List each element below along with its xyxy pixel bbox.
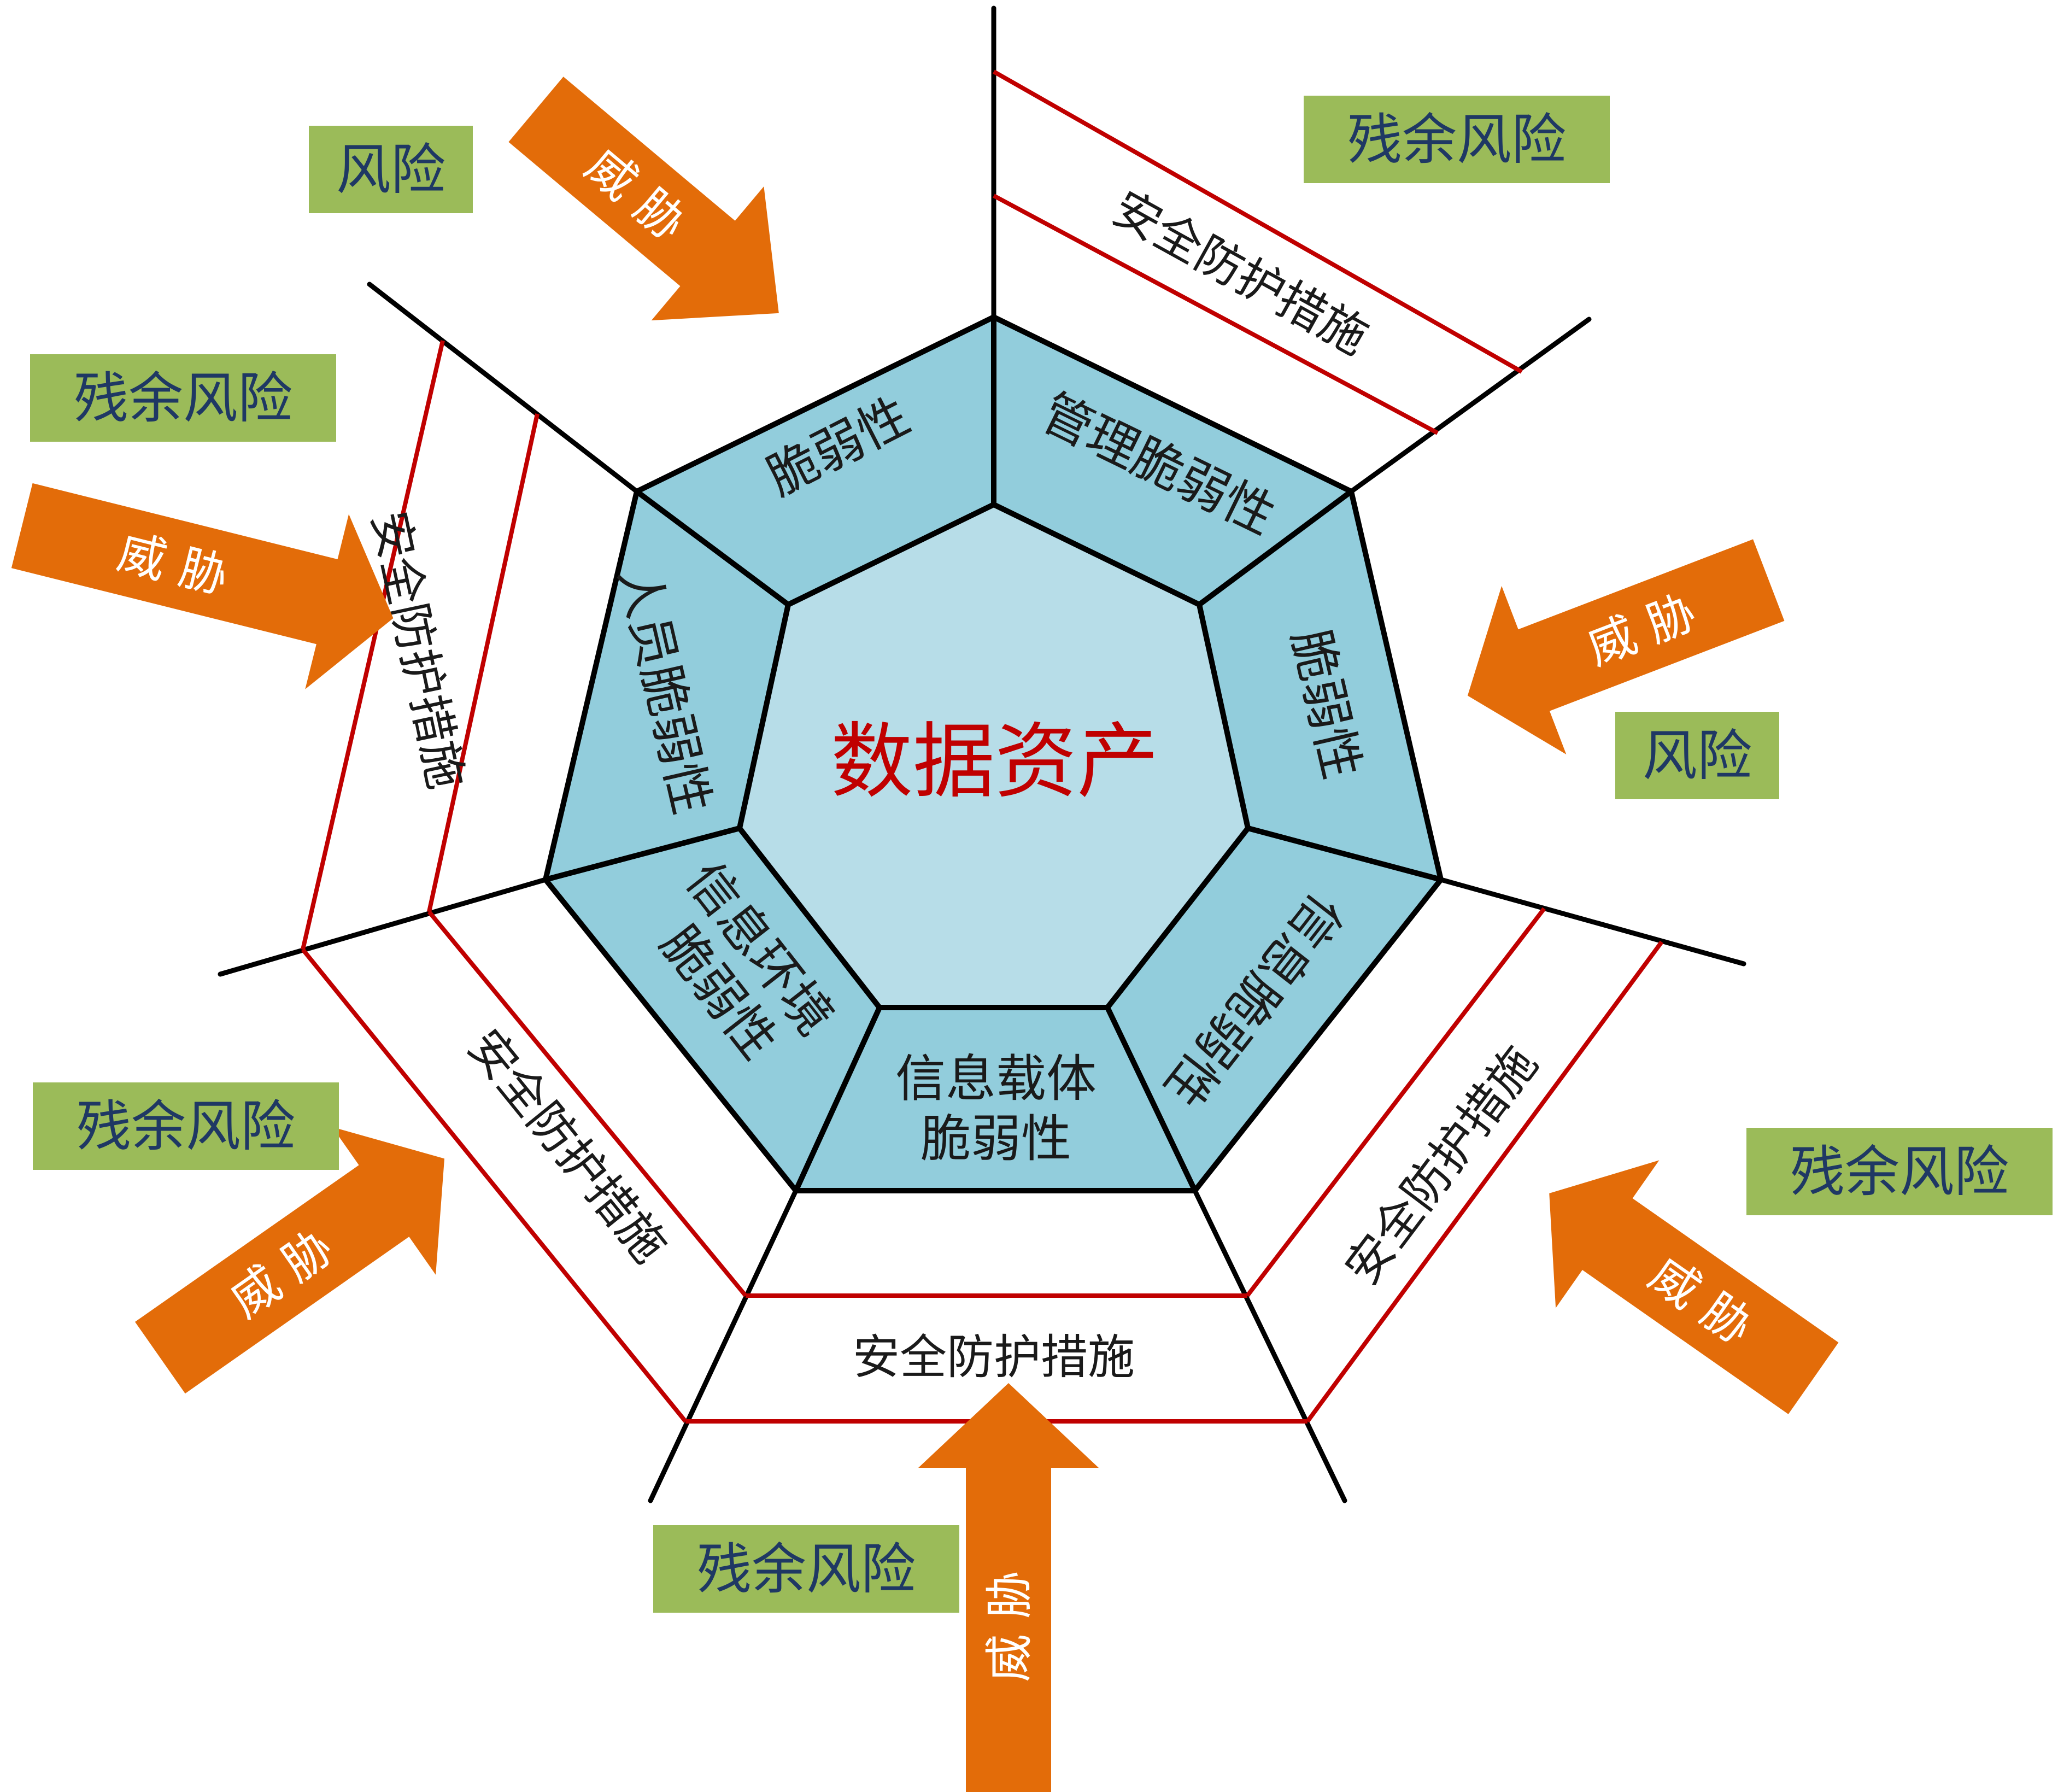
residual-risk-box: 残余风险 (1304, 96, 1610, 183)
risk-label: 风险 (336, 138, 445, 202)
residual-risk-label: 残余风险 (1790, 1140, 2009, 1204)
vulnerability-label: 信息载体 (895, 1050, 1097, 1108)
threat-arrows: 威 胁 威 胁 威 胁 威 胁 威 胁 威 胁 (11, 77, 1839, 1792)
protection-line (301, 948, 688, 1423)
protection-line (1305, 940, 1664, 1423)
risk-box-bg (653, 1525, 959, 1613)
residual-risk-box: 残余风险 (30, 354, 336, 442)
vulnerability-ring (543, 314, 1444, 1193)
protection-label: 安全防护措施 (457, 1020, 677, 1273)
threat-arrow-shape (918, 1383, 1099, 1792)
residual-risk-box: 残余风险 (33, 1082, 339, 1170)
residual-risk-label: 残余风险 (1347, 108, 1566, 172)
spoke-top-right (1348, 317, 1592, 494)
threat-arrow-shape (1549, 1160, 1839, 1414)
center-label: 数据资产 (831, 715, 1159, 810)
spoke-right (1438, 877, 1746, 967)
threat-arrow: 威 胁 (918, 1383, 1099, 1792)
protection-line (993, 69, 1523, 374)
protection-line (301, 340, 445, 950)
spoke-bottom-right (1192, 1188, 1347, 1503)
threat-arrow-shape (11, 483, 394, 689)
risk-label: 风险 (1643, 724, 1752, 788)
risk-box-bg (1746, 1128, 2053, 1215)
protection-label: 安全防护措施 (1104, 181, 1377, 366)
risk-box-bg (30, 354, 336, 442)
residual-risk-box: 残余风险 (653, 1525, 959, 1613)
vulnerability-label: 脆弱性 (920, 1110, 1071, 1168)
protection-line (427, 910, 748, 1297)
risk-box-bg (309, 126, 473, 213)
threat-arrow-shape (1467, 539, 1785, 754)
risk-box: 风险 (309, 126, 473, 213)
risk-box-bg (1615, 712, 1779, 799)
protection-label: 安全防护措施 (361, 506, 473, 794)
threat-arrow: 威 胁 (508, 77, 779, 321)
threat-arrow: 威 胁 (11, 483, 394, 689)
residual-risk-box: 残余风险 (1746, 1128, 2053, 1215)
protection-line (427, 413, 540, 912)
threat-arrow-shape (134, 1127, 445, 1394)
threat-arrow-shape (508, 77, 779, 321)
protection-label: 安全防护措施 (1335, 1036, 1548, 1295)
residual-risk-label: 残余风险 (697, 1537, 916, 1601)
risk-boxes: 风险 风险 残余风险 残余风险 残余风险 残余风险 残余风险 (30, 96, 2053, 1613)
radial-spokes (218, 5, 1746, 1503)
risk-box-bg (33, 1082, 339, 1170)
protection-line (993, 194, 1439, 435)
risk-box: 风险 (1615, 712, 1779, 799)
protection-line (1245, 907, 1546, 1297)
spoke-top-left (367, 282, 640, 494)
residual-risk-label: 残余风险 (77, 1094, 295, 1158)
residual-risk-label: 残余风险 (74, 366, 292, 430)
threat-label: 威 胁 (981, 1571, 1037, 1682)
spoke-bottom-left (648, 1188, 799, 1503)
protection-label: 安全防护措施 (853, 1330, 1135, 1385)
center-heptagon (737, 502, 1251, 1010)
spoke-left (218, 877, 548, 977)
risk-box-bg (1304, 96, 1610, 183)
